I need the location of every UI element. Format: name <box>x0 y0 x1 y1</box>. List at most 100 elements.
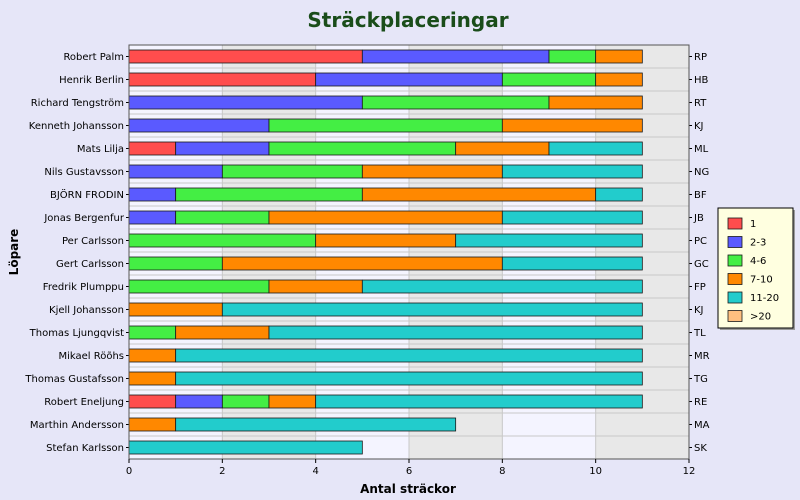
bar-segment <box>128 164 223 179</box>
legend-swatch <box>727 291 743 304</box>
bar-segment <box>128 187 177 202</box>
legend-swatch <box>727 310 743 322</box>
bar-segment <box>128 348 177 363</box>
legend: 1 2-3 4-6 7-10 11-20 >20 <box>717 207 795 330</box>
bar-segment <box>361 49 550 64</box>
x-tick-label: 0 <box>126 466 132 477</box>
legend-label: 11-20 <box>750 293 779 304</box>
bar-segment <box>128 302 223 317</box>
bar-segment <box>501 118 643 133</box>
bar-segment <box>548 49 597 64</box>
bar-segment <box>361 164 503 179</box>
legend-label: >20 <box>750 312 771 323</box>
y2-tick-label: MA <box>694 420 710 431</box>
y-tick-label: BJÖRN FRODIN <box>50 188 124 201</box>
legend-label: 2-3 <box>750 238 766 249</box>
y2-tick-label: BF <box>694 190 707 201</box>
bar-segment <box>221 302 643 317</box>
y-tick-label: Richard Tengström <box>31 98 124 109</box>
y2-tick-label: ML <box>694 144 709 155</box>
y2-tick-label: FP <box>694 282 706 293</box>
bar-segment <box>361 279 643 294</box>
y-tick-label: Mats Lilja <box>77 144 124 155</box>
plot-area: Robert Palm RP Henrik Berlin HB Richard Teng… <box>24 44 710 477</box>
y-tick-label: Nils Gustavsson <box>44 167 124 178</box>
bar-segment <box>221 256 503 271</box>
x-tick-label: 2 <box>219 466 225 477</box>
y2-tick-label: KJ <box>694 305 704 316</box>
bar-segment <box>128 210 177 225</box>
bar-segment <box>268 325 643 340</box>
y2-tick-label: TL <box>693 328 706 339</box>
bar-segment <box>268 141 457 156</box>
y-tick-label: Stefan Karlsson <box>46 443 124 454</box>
y2-tick-label: RT <box>694 98 707 109</box>
legend-label: 4-6 <box>750 256 766 267</box>
y2-tick-label: GC <box>694 259 709 270</box>
bar-segment <box>315 233 457 248</box>
bar-segment <box>128 325 177 340</box>
y-tick-label: Gert Carlsson <box>56 259 124 270</box>
bar-segment <box>268 394 317 409</box>
legend-swatch <box>727 254 743 267</box>
x-tick-label: 10 <box>589 466 602 477</box>
y-tick-label: Thomas Ljungqvist <box>29 328 124 339</box>
bar-segment <box>268 210 503 225</box>
bar-segment <box>128 233 317 248</box>
bar-segment <box>175 417 457 432</box>
chart-title: Sträckplaceringar <box>307 8 508 32</box>
bar-segment <box>128 371 177 386</box>
y2-tick-label: PC <box>694 236 707 247</box>
x-tick-label: 6 <box>406 466 412 477</box>
bar-segment <box>175 348 643 363</box>
y2-tick-label: RP <box>694 52 707 63</box>
bar-segment <box>175 141 270 156</box>
bar-segment <box>221 164 363 179</box>
y2-tick-label: TG <box>693 374 708 385</box>
bar-segment <box>455 141 550 156</box>
legend-label: 1 <box>750 219 756 230</box>
bar-segment <box>128 72 317 87</box>
bar-segment <box>221 394 270 409</box>
bar-segment <box>501 72 597 87</box>
bar-segment <box>315 72 503 87</box>
bar-segment <box>361 187 597 202</box>
y-tick-label: Jonas Bergenfur <box>43 213 125 224</box>
x-tick-label: 4 <box>312 466 318 477</box>
y2-tick-label: RE <box>694 397 707 408</box>
bar-segment <box>128 118 270 133</box>
y-tick-label: Per Carlsson <box>62 236 124 247</box>
bar-segment <box>595 49 643 64</box>
y-tick-label: Robert Palm <box>63 52 124 63</box>
bar-segment <box>595 187 643 202</box>
bar-segment <box>175 394 223 409</box>
bar-segment <box>128 49 363 64</box>
bar-segment <box>128 141 177 156</box>
bar-segment <box>128 394 177 409</box>
x-axis-label: Antal sträckor <box>360 482 456 496</box>
legend-swatch <box>727 236 743 248</box>
y-axis-label: Löpare <box>7 229 21 276</box>
bar-segment <box>175 325 270 340</box>
bar-segment <box>128 417 177 432</box>
legend-swatch <box>727 273 743 285</box>
y-tick-label: Kjell Johansson <box>49 305 124 316</box>
bar-segment <box>175 210 270 225</box>
bar-segment <box>501 210 643 225</box>
bar-segment <box>455 233 643 248</box>
y2-tick-label: KJ <box>694 121 704 132</box>
bar-segment <box>128 256 223 271</box>
y2-tick-label: SK <box>694 443 707 454</box>
bar-segment <box>175 187 363 202</box>
bar-segment <box>548 141 643 156</box>
bar-segment <box>128 440 363 455</box>
y-tick-label: Henrik Berlin <box>59 75 124 86</box>
x-tick-label: 12 <box>683 466 696 477</box>
bar-segment <box>548 95 643 110</box>
y-tick-label: Fredrik Plumppu <box>43 282 124 293</box>
y2-tick-label: NG <box>694 167 709 178</box>
y2-tick-label: JB <box>693 213 704 224</box>
bar-segment <box>175 371 643 386</box>
y2-tick-label: MR <box>694 351 710 362</box>
